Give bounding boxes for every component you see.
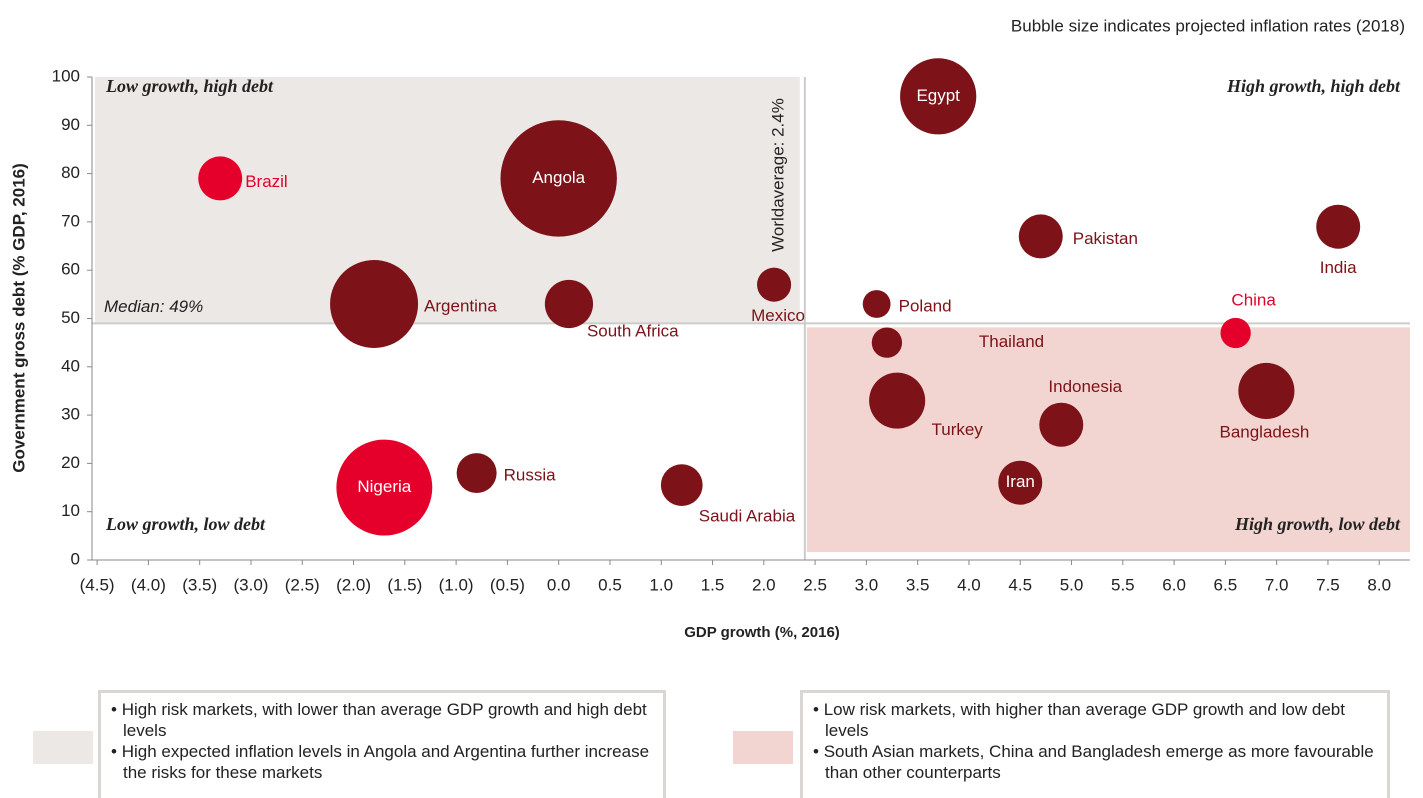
bubble [1039, 402, 1084, 447]
bubble-label: Angola [532, 168, 585, 187]
quadrant-shade [95, 77, 800, 324]
y-tick-label: 90 [61, 115, 80, 134]
y-tick-label: 100 [52, 66, 80, 85]
x-tick-label: 0.5 [598, 575, 622, 594]
bubble-label: Pakistan [1073, 229, 1138, 248]
x-axis-title: GDP growth (%, 2016) [684, 624, 840, 641]
y-tick-label: 50 [61, 308, 80, 327]
y-tick-label: 20 [61, 453, 80, 472]
y-tick-label: 10 [61, 501, 80, 520]
bullet: High expected inflation levels in Angola… [122, 741, 653, 783]
x-tick-label: 4.0 [957, 575, 981, 594]
bubble [871, 327, 903, 358]
bubble [330, 260, 419, 349]
bubble [198, 156, 243, 201]
bubble [869, 372, 926, 429]
note-box: High risk markets, with lower than avera… [98, 690, 666, 798]
quadrant-label: High growth, low debt [1234, 514, 1401, 534]
x-tick-label: 2.0 [752, 575, 776, 594]
y-tick-label: 60 [61, 260, 80, 279]
y-tick-label: 0 [71, 549, 80, 568]
x-tick-label: 6.0 [1162, 575, 1186, 594]
x-tick-label: 3.0 [855, 575, 879, 594]
quadrant-label: High growth, high debt [1226, 76, 1401, 96]
chart: Bubble size indicates projected inflatio… [9, 16, 1410, 641]
bubble-label: Russia [504, 466, 557, 485]
x-tick-label: 0.0 [547, 575, 571, 594]
bubble [660, 464, 703, 507]
bubble [1238, 362, 1295, 419]
x-tick-label: (1.0) [439, 575, 474, 594]
bubble-label: India [1320, 258, 1357, 277]
x-tick-label: 8.0 [1367, 575, 1391, 594]
y-tick-label: 70 [61, 211, 80, 230]
bubble-label: Egypt [916, 86, 960, 105]
x-tick-label: (0.5) [490, 575, 525, 594]
average-label: Worldaverage: 2.4% [768, 98, 787, 252]
bubble-label: Poland [899, 296, 952, 315]
bubble [500, 120, 617, 237]
x-tick-label: 1.5 [701, 575, 725, 594]
x-tick-label: (1.5) [387, 575, 422, 594]
x-tick-label: (4.0) [131, 575, 166, 594]
bubble-label: Turkey [931, 420, 983, 439]
bubble [1220, 317, 1251, 349]
swatch [33, 731, 93, 764]
bubble [456, 453, 497, 494]
bubble-label: Mexico [751, 306, 805, 325]
x-tick-label: (4.5) [80, 575, 115, 594]
bubble-label: Indonesia [1048, 377, 1122, 396]
y-tick-label: 80 [61, 163, 80, 182]
bubble [998, 460, 1043, 505]
bubble-label: Argentina [424, 296, 497, 315]
bullet: South Asian markets, China and Banglades… [824, 741, 1377, 783]
bullet: High risk markets, with lower than avera… [122, 699, 653, 741]
bubble [862, 290, 891, 318]
quadrant-label: Low growth, high debt [105, 76, 274, 96]
swatch [733, 731, 793, 764]
x-tick-label: 5.5 [1111, 575, 1135, 594]
note-box: Low risk markets, with higher than avera… [800, 690, 1390, 798]
bubble-label: Nigeria [357, 477, 411, 496]
x-tick-label: 6.5 [1214, 575, 1238, 594]
x-tick-label: 5.0 [1060, 575, 1084, 594]
bubble [1018, 214, 1063, 259]
x-tick-label: 2.5 [803, 575, 827, 594]
bullet: Low risk markets, with higher than avera… [824, 699, 1377, 741]
y-tick-label: 30 [61, 405, 80, 424]
quadrant-shade [806, 327, 1410, 552]
bubble [1316, 204, 1361, 249]
bubble-label: Thailand [979, 332, 1044, 351]
x-tick-label: (3.5) [182, 575, 217, 594]
bubble-label: Iran [1006, 472, 1035, 491]
bubble [900, 58, 977, 135]
bubble [336, 439, 433, 536]
bubble-label: Saudi Arabia [699, 507, 796, 526]
x-tick-label: (3.0) [233, 575, 268, 594]
bubble-label: Bangladesh [1219, 422, 1309, 441]
x-tick-label: 1.0 [649, 575, 673, 594]
median-label: Median: 49% [104, 297, 203, 316]
y-axis-title: Government gross debt (% GDP, 2016) [9, 163, 28, 473]
quadrant-label: Low growth, low debt [105, 514, 266, 534]
x-tick-label: 4.5 [1008, 575, 1032, 594]
x-tick-label: 7.0 [1265, 575, 1289, 594]
bubble [757, 267, 792, 302]
x-tick-label: 7.5 [1316, 575, 1340, 594]
x-tick-label: (2.5) [285, 575, 320, 594]
bubble [544, 279, 594, 329]
y-tick-label: 40 [61, 356, 80, 375]
bubble-label: China [1231, 290, 1276, 309]
bubble-label: Brazil [245, 172, 288, 191]
note: Bubble size indicates projected inflatio… [1011, 16, 1405, 35]
x-tick-label: 3.5 [906, 575, 930, 594]
x-tick-label: (2.0) [336, 575, 371, 594]
bubble-label: South Africa [587, 321, 679, 340]
